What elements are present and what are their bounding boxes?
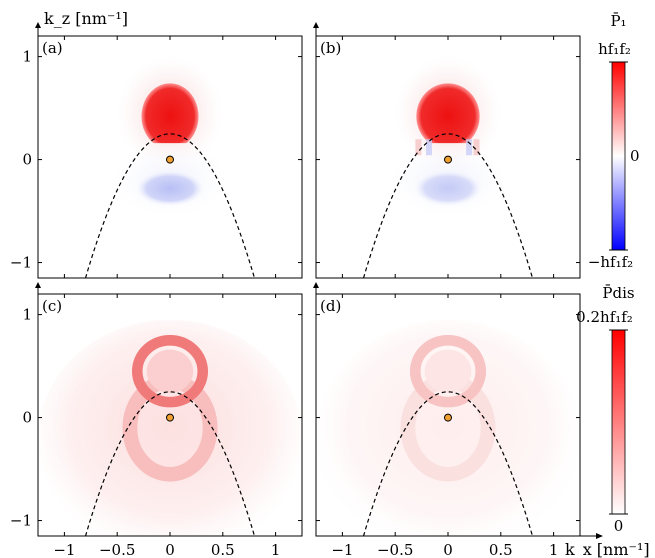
heatmap-a: [84, 56, 256, 278]
x-tick-label: 0.5: [211, 541, 235, 558]
panel-d: (d) −1 −0.5 0 0.5 1: [315, 293, 581, 558]
boundary-curve: [84, 133, 256, 278]
arrow-head: [35, 22, 41, 28]
xlabel: k_x [nm⁻¹]: [565, 540, 650, 558]
boundary-curve: [84, 391, 256, 536]
colorbar-1: P̄₁ hf₁f₂ 0 −hf₁f₂: [588, 12, 640, 271]
arrow-head: [596, 533, 603, 539]
colorbars: P̄₁ hf₁f₂ 0 −hf₁f₂ P̄dis 0.2hf₁f₂ 0: [576, 12, 639, 535]
colorbar-max-label: hf₁f₂: [598, 40, 631, 58]
y-tick-label: 0: [22, 409, 32, 427]
colorbar-2: P̄dis 0.2hf₁f₂ 0: [576, 284, 634, 535]
speckle-1: [473, 139, 480, 156]
colorbar-gradient: [611, 329, 626, 515]
x-tick-label: −0.5: [377, 541, 413, 558]
lower-core: [416, 388, 480, 468]
upper-core: [146, 349, 194, 393]
y-tick-label: 1: [22, 48, 32, 66]
arrow-head: [35, 282, 41, 288]
panel-label: (d): [320, 297, 341, 315]
boundary-curve: [362, 391, 534, 536]
panel-b: (b): [315, 35, 581, 279]
center-point: [444, 413, 452, 422]
ylabel: k_z [nm⁻¹]: [44, 9, 128, 28]
colorbar-min-label: −hf₁f₂: [588, 253, 633, 271]
x-tick-label: −1: [331, 541, 353, 558]
y-tick-label: 1: [22, 306, 32, 324]
heatmap-c: [38, 319, 302, 536]
x-tick-label: −0.5: [99, 541, 135, 558]
upper-ring: [409, 335, 487, 408]
upper-ring: [131, 335, 209, 408]
x-tick-label: 0.5: [489, 541, 513, 558]
colorbar-min-label: 0: [614, 517, 624, 535]
y-tick-label: 0: [22, 151, 32, 169]
panel-a: (a) −1 0 1: [10, 35, 303, 279]
boundary-curve: [362, 133, 534, 278]
colorbar-mid-label: 0: [630, 147, 640, 165]
x-tick-label: 0: [165, 541, 175, 558]
center-point: [166, 413, 174, 422]
x-tick-label: 1: [549, 541, 559, 558]
lower-core: [138, 388, 202, 468]
panel-label: (c): [42, 297, 62, 315]
panels: (a) −1 0 1 (b) (c) −1 −0.5 0 0.5 1 −1 0 1 (d) −1 −0.5 0 0.…: [10, 35, 581, 558]
heatmap-b: [362, 56, 534, 278]
colorbar-gradient: [611, 61, 626, 251]
colorbar-title: P̄₁: [610, 12, 626, 30]
center-point: [166, 155, 174, 164]
speckle-2: [425, 139, 432, 156]
axes-layer: [35, 22, 603, 539]
colorbar-title: P̄dis: [602, 284, 634, 302]
colorbar-max-label: 0.2hf₁f₂: [576, 308, 633, 326]
negative-lobe: [414, 170, 482, 206]
x-tick-label: −1: [53, 541, 75, 558]
y-tick-label: −1: [10, 254, 32, 272]
heatmap-d: [316, 319, 580, 536]
arrow-head: [313, 22, 319, 28]
speckle-3: [466, 139, 473, 156]
panel-label: (b): [320, 39, 341, 57]
arrow-head: [313, 282, 319, 288]
positive-cap: [416, 83, 480, 144]
panel-label: (a): [42, 39, 63, 57]
center-point: [444, 155, 452, 164]
panel-c: (c) −1 −0.5 0 0.5 1 −1 0 1: [10, 293, 303, 558]
negative-lobe: [136, 170, 204, 206]
upper-core: [424, 349, 472, 393]
y-tick-label: −1: [10, 512, 32, 530]
positive-cap: [141, 83, 199, 144]
x-tick-label: 1: [271, 541, 281, 558]
speckle-0: [415, 139, 422, 156]
x-tick-label: 0: [443, 541, 453, 558]
